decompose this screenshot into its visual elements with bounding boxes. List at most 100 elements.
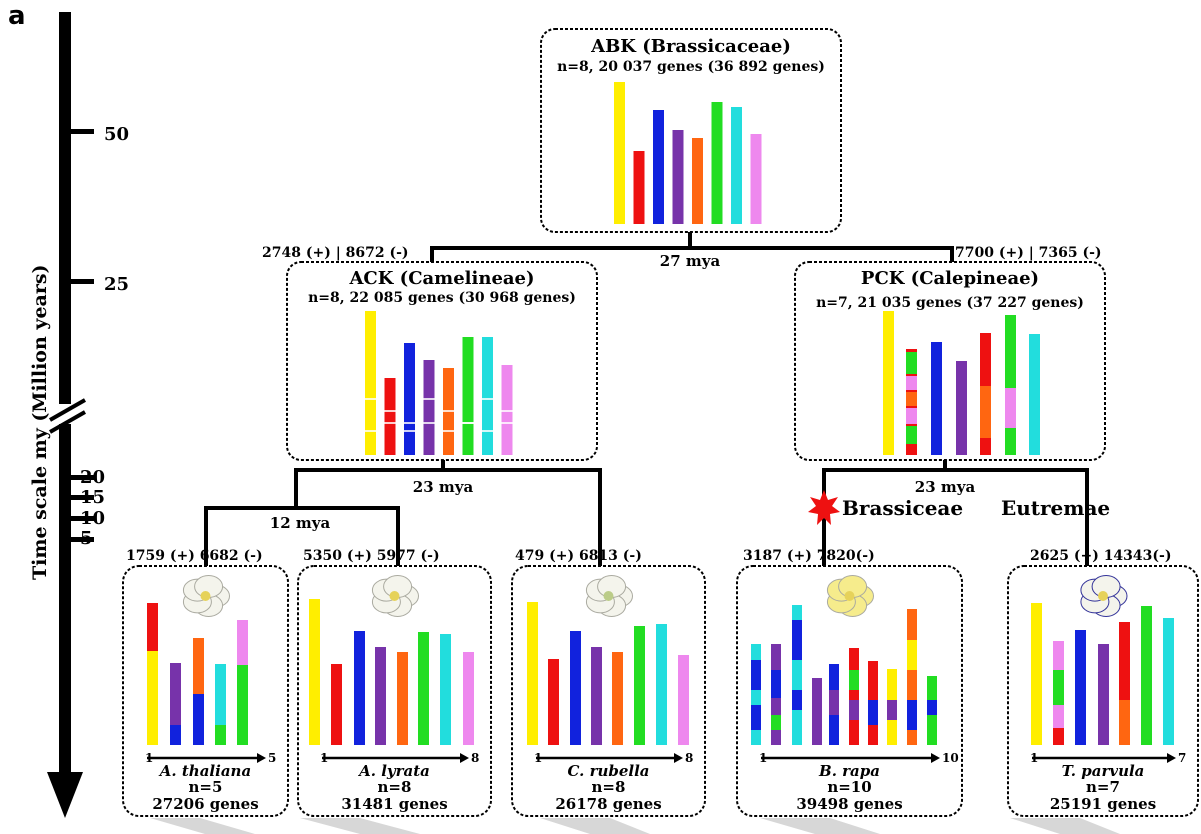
chromosome-start-label: 1 [759,751,767,765]
chromosome-segment [215,725,226,745]
species-gain-loss-parvula: 2625 (+) 14343(-) [1030,548,1171,564]
pck-gain-loss: 7700 (+) | 7365 (-) [955,245,1102,261]
ack-subtitle: n=8, 22 085 genes (30 968 genes) [308,290,576,306]
flower-image [826,574,874,618]
chromosome-bar [956,361,967,455]
chromosome-bar [375,647,386,745]
chromosome-segment [906,376,917,390]
chromosome-bar [170,663,181,745]
wgt-star-icon [808,490,840,525]
chromosome-bar [1075,630,1086,745]
chromosome-bar [812,678,822,745]
chromosome-bar [731,107,742,224]
ancestor-ack: ACK (Camelineae) n=8, 22 085 genes (30 9… [286,261,598,461]
species-chromosome-number: n=5 [189,778,223,796]
root-age: 27 mya [660,252,721,270]
flower-image [371,574,419,618]
chromosome-segment [771,670,781,698]
chromosome-bar [678,655,689,745]
chromosome-bar [1163,618,1174,745]
species-chromosome-number: n=8 [592,778,626,796]
chromosome-segment [170,725,181,745]
chromosome-stripe [482,398,493,400]
pck-title: PCK (Calepineae) [861,268,1039,289]
species-chromosome-number: n=10 [827,778,871,796]
time-axis: 50 25 20 15 10 5 Time scale my (Million … [29,12,129,818]
flower-image [1080,574,1128,618]
abk-chromosomes [614,82,762,224]
ancestor-abk: ABK (Brassicaceae) n=8, 20 037 genes (36… [540,28,842,233]
chromosome-bar [591,647,602,745]
chromosome-segment [907,700,917,730]
chromosome-segment [1005,388,1016,428]
chromosome-start-label: 1 [145,751,153,765]
chromosome-bar [692,138,703,224]
chromosome-set [527,602,689,745]
chromosome-bar [1029,334,1040,455]
chromosome-bar [612,652,623,745]
chromosome-bar [1119,622,1130,745]
chromosome-bar [883,311,894,455]
chromosome-bar [463,652,474,745]
pck-subtitle: n=7, 21 035 genes (37 227 genes) [816,295,1084,311]
chromosome-bar [1141,606,1152,745]
chromosome-stripe [365,398,376,400]
chromosome-bar [633,151,645,224]
chromosome-bar [397,652,408,745]
chromosome-bar [653,110,664,224]
species-chromosome-number: n=8 [378,778,412,796]
species-name: C. rubella [567,762,649,780]
chromosome-stripe [384,410,396,412]
arab-split-age: 12 mya [270,514,331,532]
chromosome-segment [868,700,878,725]
panel-label: a [8,1,26,31]
chromosome-bar [482,337,493,455]
chromosome-bar [656,624,667,745]
chromosome-bar [792,605,802,745]
species-gain-loss-rubella: 479 (+) 6813 (-) [515,548,642,564]
chromosome-set [1031,603,1174,745]
chromosome-set [147,603,248,745]
chromosome-segment [1053,670,1064,705]
chromosome-segment [906,352,917,374]
arrowhead-icon [1167,753,1176,763]
pck-chromosomes [883,311,1040,455]
chromosome-end-label: 8 [471,751,479,765]
chromosome-bar [331,664,342,745]
chromosome-segment [887,700,897,720]
brassiceae-label: Brassiceae [842,496,963,520]
species-gene-count: 39498 genes [796,795,902,813]
chromosome-bar [147,603,158,745]
tick-label-25: 25 [104,274,129,295]
abk-subtitle: n=8, 20 037 genes (36 892 genes) [557,59,825,75]
chromosome-set [309,599,474,745]
chromosome-bar [750,134,762,224]
chromosome-bar [527,602,538,745]
chromosome-stripe [443,410,454,412]
chromosome-bar [711,102,723,224]
chromosome-bar [570,631,581,745]
species-name: A. lyrata [357,762,430,780]
chromosome-segment [906,426,917,444]
chromosome-set [751,605,937,745]
chromosome-stripe [443,430,454,432]
species-gene-count: 26178 genes [555,795,661,813]
chromosome-bar [418,632,429,745]
species-gain-loss-lyrata: 5350 (+) 5977 (-) [303,548,440,564]
eutremae-label: Eutremae [1001,496,1110,520]
species-gain-loss-rapa: 3187 (+) 7820(-) [743,548,875,564]
axis-title: Time scale my (Million years) [29,264,51,580]
chromosome-bar [404,343,415,455]
chromosome-bar [614,82,625,224]
chromosome-stripe [404,422,415,424]
tick-label-5: 5 [80,528,93,549]
chromosome-bar [672,130,684,224]
tick-label-10: 10 [80,508,105,529]
arrowhead-icon [674,753,683,763]
pck-split-age: 23 mya [915,478,976,496]
arrowhead-icon [460,753,469,763]
chromosome-stripe [462,422,474,424]
